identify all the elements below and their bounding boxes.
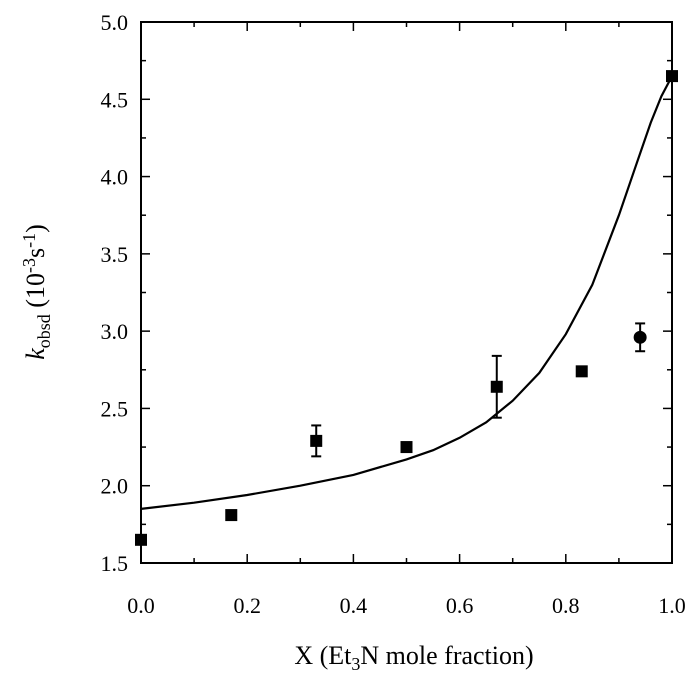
y-axis-title: kobsd (10-3s-1) [19, 224, 54, 360]
x-tick-label: 0.6 [446, 593, 474, 618]
data-markers [135, 70, 678, 546]
y-tick-label: 2.0 [101, 474, 129, 499]
data-point-square [310, 434, 323, 447]
data-point-square [490, 380, 503, 393]
y-tick-label: 1.5 [101, 551, 129, 576]
plot-frame [140, 21, 673, 564]
fit-curve [140, 75, 673, 510]
x-tick-label: 0.4 [340, 593, 368, 618]
x-tick-label: 0.8 [552, 593, 580, 618]
y-tick-label: 4.0 [101, 165, 129, 190]
x-tick-labels: 0.0 0.2 0.4 0.6 0.8 1.0 [127, 593, 686, 618]
x-axis-title: X (Et3N mole fraction) [294, 641, 533, 674]
error-bars [136, 72, 677, 546]
data-point-square [575, 365, 588, 378]
data-point-square [400, 441, 413, 454]
x-tick-label: 0.2 [233, 593, 261, 618]
x-tick-label: 0.0 [127, 593, 155, 618]
data-point-square [225, 509, 238, 522]
y-tick-label: 5.0 [101, 10, 129, 35]
data-point-circle [633, 330, 647, 344]
y-tick-label: 2.5 [101, 396, 129, 421]
data-point-square [666, 70, 678, 83]
y-tick-labels: 1.5 2.0 2.5 3.0 3.5 4.0 4.5 5.0 [101, 10, 129, 576]
x-tick-label: 1.0 [658, 593, 686, 618]
data-point-square [135, 533, 147, 546]
y-tick-label: 3.5 [101, 242, 129, 267]
axis-ticks [140, 21, 673, 564]
y-tick-label: 4.5 [101, 87, 129, 112]
y-tick-label: 3.0 [101, 319, 129, 344]
